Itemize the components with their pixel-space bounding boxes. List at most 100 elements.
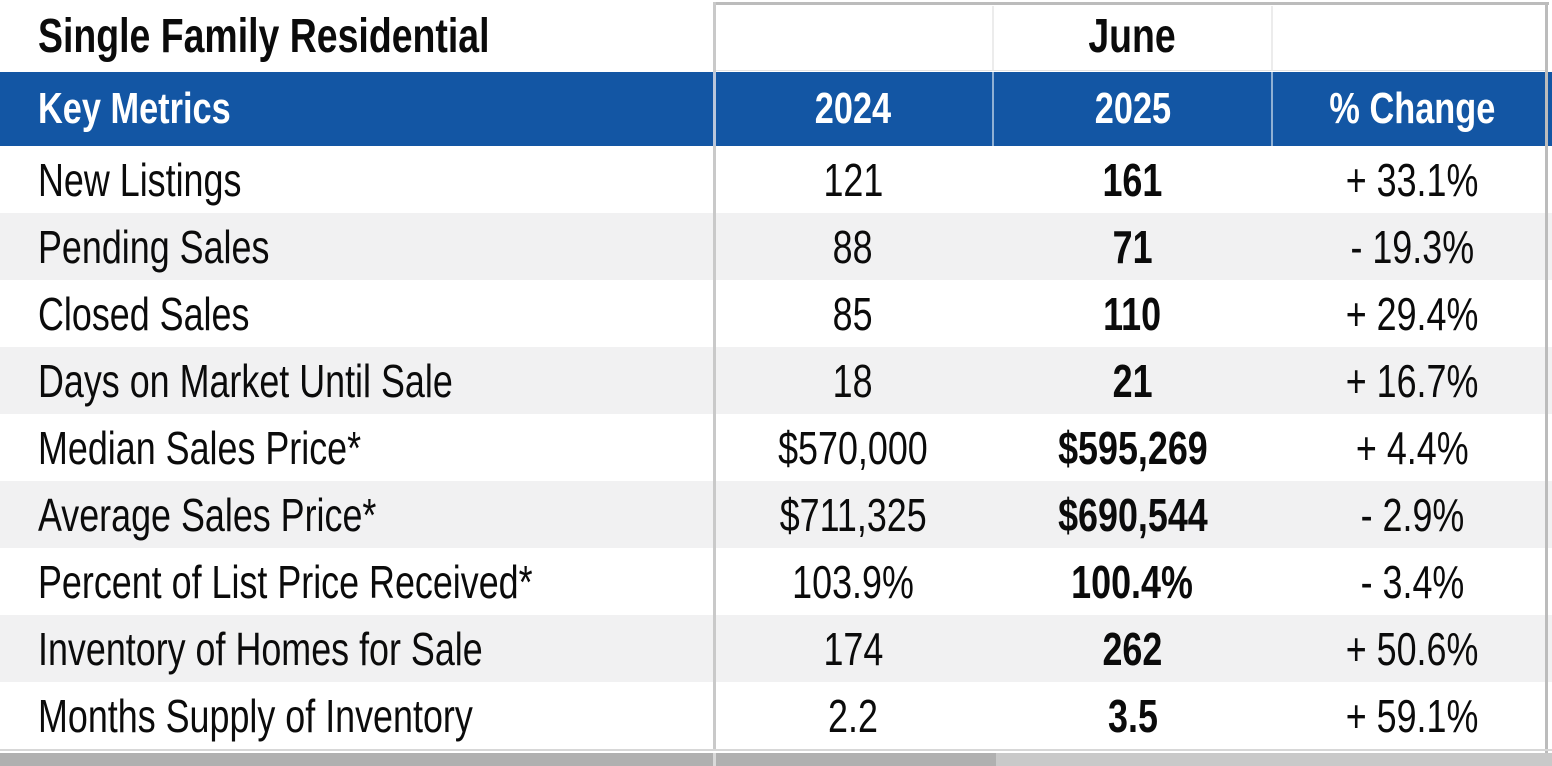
june-box-right-border — [1545, 2, 1548, 766]
table-row: Months Supply of Inventory 2.2 3.5 + 59.… — [0, 682, 1552, 749]
table-bottom-hairline — [0, 749, 1552, 751]
metric-name-cell: Percent of List Price Received* — [0, 548, 713, 615]
period-header: June — [1088, 9, 1177, 63]
pct-change-cell: - 19.3% — [1272, 213, 1552, 280]
table-body: New Listings 121 161 + 33.1% Pending Sal… — [0, 146, 1552, 749]
value-2025-cell: 110 — [993, 280, 1272, 347]
value-2025-cell: 21 — [993, 347, 1272, 414]
column-header-label: 2025 — [1094, 84, 1171, 133]
column-header-row: Key Metrics 2024 2025 % Change — [0, 72, 1552, 146]
value-2025-cell: $595,269 — [993, 414, 1272, 481]
value-2024-cell: $711,325 — [713, 481, 993, 548]
value-2025: 262 — [1102, 622, 1163, 675]
value-2025-cell: $690,544 — [993, 481, 1272, 548]
value-2024: 121 — [823, 153, 883, 206]
table-row: Days on Market Until Sale 18 21 + 16.7% — [0, 347, 1552, 414]
value-2024-cell: 121 — [713, 146, 993, 213]
metric-name-cell: Median Sales Price* — [0, 414, 713, 481]
metric-name: Median Sales Price* — [38, 421, 362, 474]
column-header-label: Key Metrics — [38, 84, 231, 133]
metric-name: Months Supply of Inventory — [38, 689, 473, 742]
metric-name: Closed Sales — [38, 287, 250, 340]
period-header-cell: June — [713, 0, 1552, 72]
bottom-gray-bar-light-segment — [996, 753, 1552, 766]
pct-change-value: + 29.4% — [1345, 287, 1479, 340]
metric-name-cell: New Listings — [0, 146, 713, 213]
pct-change-cell: + 4.4% — [1272, 414, 1552, 481]
metric-name-cell: Days on Market Until Sale — [0, 347, 713, 414]
value-2024: 18 — [833, 354, 873, 407]
pct-change-value: - 19.3% — [1350, 220, 1474, 273]
value-2024-cell: 174 — [713, 615, 993, 682]
table-row: Inventory of Homes for Sale 174 262 + 50… — [0, 615, 1552, 682]
value-2024-cell: 2.2 — [713, 682, 993, 749]
pct-change-value: + 33.1% — [1345, 153, 1479, 206]
june-column-divider — [992, 6, 994, 70]
pct-change-cell: + 50.6% — [1272, 615, 1552, 682]
column-header-pct-change: % Change — [1272, 72, 1552, 146]
value-2025: 3.5 — [1107, 689, 1158, 742]
metric-name: Inventory of Homes for Sale — [38, 622, 483, 675]
pct-change-value: + 16.7% — [1345, 354, 1479, 407]
june-row-bottom-hairline — [716, 70, 1545, 71]
value-2025: 21 — [1112, 354, 1153, 407]
value-2024-cell: $570,000 — [713, 414, 993, 481]
header-left-divider — [713, 72, 716, 146]
column-header-label: % Change — [1329, 84, 1495, 133]
pct-change-cell: + 16.7% — [1272, 347, 1552, 414]
metric-name: Percent of List Price Received* — [38, 555, 533, 608]
value-2025: $690,544 — [1057, 488, 1208, 541]
pct-change-value: + 59.1% — [1345, 689, 1479, 742]
june-box-top-border — [713, 2, 1549, 5]
pct-change-cell: - 3.4% — [1272, 548, 1552, 615]
metric-name: Average Sales Price* — [38, 488, 377, 541]
header-column-divider — [1271, 72, 1273, 146]
table-row: Median Sales Price* $570,000 $595,269 + … — [0, 414, 1552, 481]
value-2024-cell: 103.9% — [713, 548, 993, 615]
value-2024: 88 — [833, 220, 873, 273]
value-2025: 71 — [1112, 220, 1153, 273]
column-header-label: 2024 — [814, 84, 892, 133]
metric-name-cell: Months Supply of Inventory — [0, 682, 713, 749]
value-2024: $711,325 — [779, 488, 927, 541]
table-title-cell: Single Family Residential — [0, 0, 713, 72]
value-2025-cell: 262 — [993, 615, 1272, 682]
value-2024: 2.2 — [828, 689, 878, 742]
metric-name: New Listings — [38, 153, 242, 206]
pct-change-cell: + 59.1% — [1272, 682, 1552, 749]
pct-change-cell: - 2.9% — [1272, 481, 1552, 548]
june-column-divider — [1271, 6, 1273, 70]
table-row: Average Sales Price* $711,325 $690,544 -… — [0, 481, 1552, 548]
june-box-left-border — [713, 2, 716, 750]
table-title: Single Family Residential — [38, 9, 490, 63]
value-2024: 85 — [833, 287, 873, 340]
table-row: Closed Sales 85 110 + 29.4% — [0, 280, 1552, 347]
metric-name-cell: Inventory of Homes for Sale — [0, 615, 713, 682]
value-2024-cell: 18 — [713, 347, 993, 414]
table-row: New Listings 121 161 + 33.1% — [0, 146, 1552, 213]
bottom-gray-bar-notch — [713, 753, 716, 766]
metric-name-cell: Closed Sales — [0, 280, 713, 347]
value-2025-cell: 3.5 — [993, 682, 1272, 749]
column-header-2024: 2024 — [713, 72, 993, 146]
column-header-2025: 2025 — [993, 72, 1272, 146]
value-2024: $570,000 — [778, 421, 928, 474]
pct-change-value: + 4.4% — [1355, 421, 1469, 474]
value-2025: 161 — [1102, 153, 1163, 206]
value-2025: 110 — [1103, 287, 1162, 340]
pct-change-value: - 2.9% — [1360, 488, 1464, 541]
value-2024-cell: 88 — [713, 213, 993, 280]
pct-change-cell: + 29.4% — [1272, 280, 1552, 347]
value-2024: 103.9% — [792, 555, 914, 608]
header-column-divider — [992, 72, 994, 146]
metric-name-cell: Average Sales Price* — [0, 481, 713, 548]
title-row: Single Family Residential June — [0, 0, 1552, 72]
value-2025: 100.4% — [1071, 555, 1194, 608]
metric-name-cell: Pending Sales — [0, 213, 713, 280]
pct-change-value: + 50.6% — [1345, 622, 1479, 675]
value-2025-cell: 100.4% — [993, 548, 1272, 615]
metric-name: Pending Sales — [38, 220, 270, 273]
table-row: Pending Sales 88 71 - 19.3% — [0, 213, 1552, 280]
value-2025-cell: 71 — [993, 213, 1272, 280]
